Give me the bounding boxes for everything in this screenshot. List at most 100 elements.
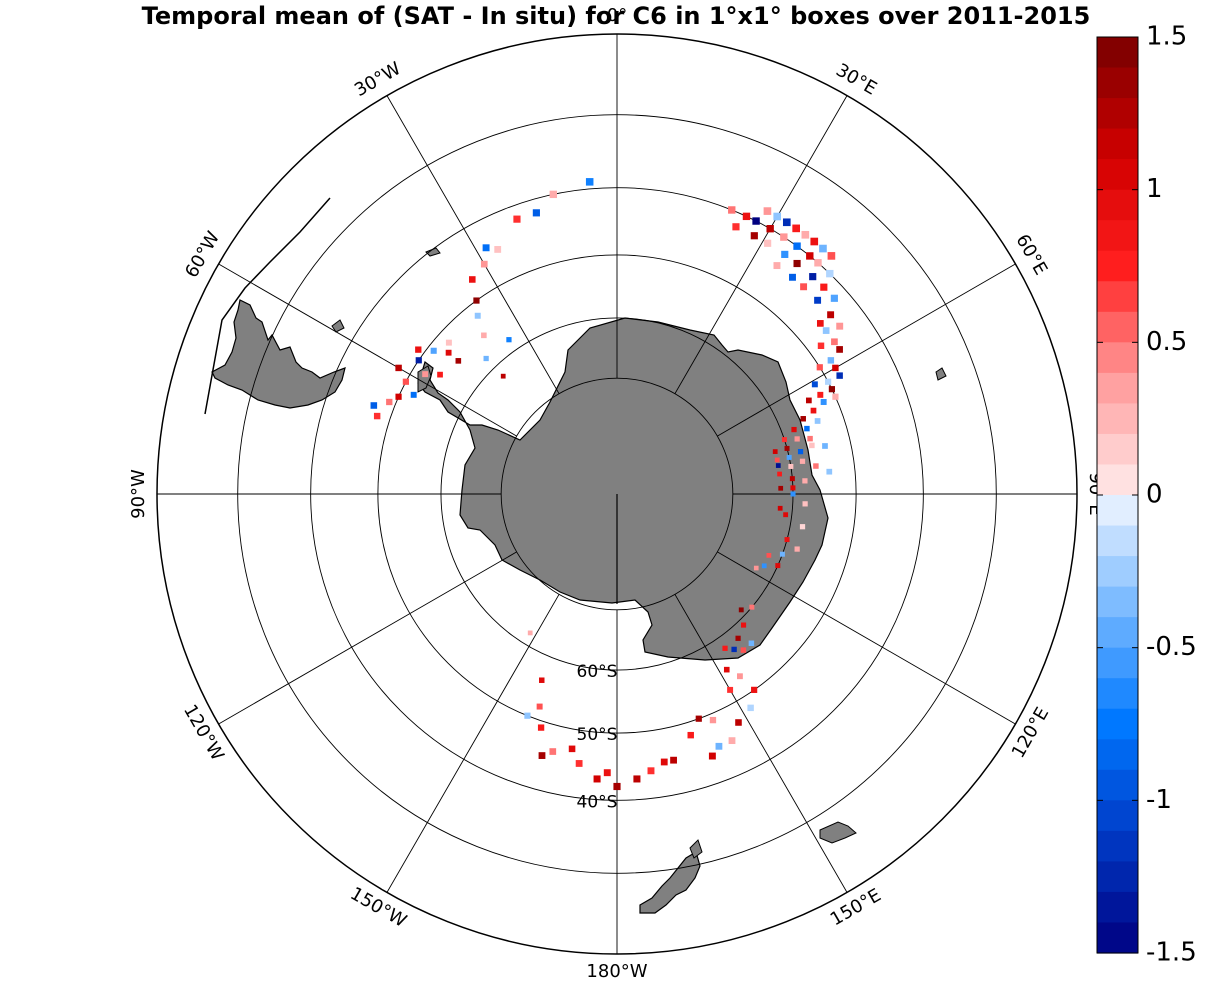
data-box: [797, 449, 804, 455]
colorbar-segment: [1097, 922, 1138, 954]
colorbar-segment: [1097, 800, 1138, 832]
colorbar-segment: [1097, 891, 1138, 924]
data-box: [773, 262, 781, 270]
meridian-line: [674, 594, 848, 893]
data-box: [748, 640, 755, 646]
data-box: [738, 607, 744, 613]
data-box: [727, 686, 734, 693]
data-box: [761, 563, 767, 569]
data-box: [791, 426, 797, 433]
data-box: [814, 418, 821, 424]
data-box: [763, 207, 772, 215]
data-box: [786, 454, 792, 460]
meridian-line: [218, 551, 517, 725]
data-box: [735, 635, 741, 641]
colorbar-segment: [1097, 647, 1138, 679]
data-box: [793, 259, 801, 268]
colorbar-segment: [1097, 220, 1138, 252]
map-title: Temporal mean of (SAT - In situ) for C6 …: [141, 2, 1091, 30]
data-box: [780, 233, 788, 241]
data-box: [788, 463, 794, 469]
colorbar-segment: [1097, 67, 1138, 99]
colorbar-segment: [1097, 250, 1138, 282]
data-box: [370, 402, 378, 409]
data-box: [794, 546, 800, 552]
data-box: [800, 416, 806, 422]
colorbar-segment: [1097, 311, 1138, 343]
data-box: [832, 393, 839, 400]
data-box: [747, 704, 754, 712]
colorbar-segment: [1097, 495, 1138, 527]
data-box: [831, 338, 838, 346]
data-box: [793, 242, 801, 250]
colorbar-segment: [1097, 159, 1138, 191]
parallel-label-50s: 50°S: [577, 725, 618, 745]
data-box: [386, 398, 393, 406]
data-box: [538, 752, 546, 759]
kerguelen-islands: [935, 367, 947, 381]
data-box: [751, 686, 758, 693]
data-box: [735, 719, 742, 726]
colorbar-tick-label: 1: [1146, 174, 1163, 204]
data-box: [695, 715, 702, 722]
data-box: [539, 677, 545, 683]
data-box: [395, 364, 402, 372]
data-box: [783, 512, 789, 518]
data-box: [410, 391, 417, 398]
south-america-landmass: [211, 299, 346, 409]
data-box: [445, 339, 452, 346]
data-box: [810, 237, 819, 246]
meridian-line: [717, 263, 1016, 437]
data-box: [777, 505, 783, 511]
data-box: [830, 294, 838, 302]
land-masses: [204, 197, 947, 914]
data-box: [799, 458, 806, 464]
meridian-label-30e: 30°E: [832, 60, 880, 100]
data-box: [775, 563, 781, 569]
data-box: [820, 399, 827, 405]
colorbar-segment: [1097, 678, 1138, 710]
data-box: [809, 273, 817, 281]
data-box: [437, 371, 443, 378]
data-box: [828, 386, 836, 393]
meridian-line: [674, 95, 848, 394]
data-box: [816, 320, 824, 327]
data-box: [807, 435, 813, 442]
colorbar-tick-label: -0.5: [1146, 632, 1197, 662]
data-box: [687, 731, 694, 739]
data-box: [633, 775, 641, 783]
data-box: [455, 358, 462, 364]
data-box: [474, 312, 481, 319]
data-box: [480, 260, 488, 268]
parallel-labels: 60°S 50°S 40°S: [577, 662, 618, 812]
antarctica-landmass: [417, 317, 829, 661]
data-box: [709, 716, 717, 724]
meridian-line: [218, 263, 517, 437]
data-box: [789, 273, 796, 281]
data-box: [728, 737, 736, 745]
data-box: [825, 378, 832, 385]
data-box: [415, 357, 422, 364]
meridian-label-30w: 30°W: [351, 58, 405, 101]
data-box: [736, 673, 743, 680]
data-box: [817, 391, 824, 398]
data-box: [766, 552, 772, 558]
data-box: [836, 372, 843, 379]
data-box: [415, 346, 422, 353]
data-box: [513, 215, 521, 223]
colorbar-segment: [1097, 372, 1138, 404]
data-box: [826, 468, 833, 475]
data-box: [603, 769, 611, 777]
data-box: [789, 476, 795, 482]
data-box: [801, 230, 810, 239]
data-box: [524, 712, 531, 719]
data-box: [790, 491, 796, 497]
colorbar-segment: [1097, 403, 1138, 435]
data-box: [537, 724, 545, 731]
falkland-islands: [331, 319, 345, 333]
data-box: [749, 604, 755, 610]
colorbar-segment: [1097, 861, 1138, 893]
data-box: [777, 471, 782, 477]
data-box: [715, 742, 723, 750]
data-box: [781, 437, 787, 443]
